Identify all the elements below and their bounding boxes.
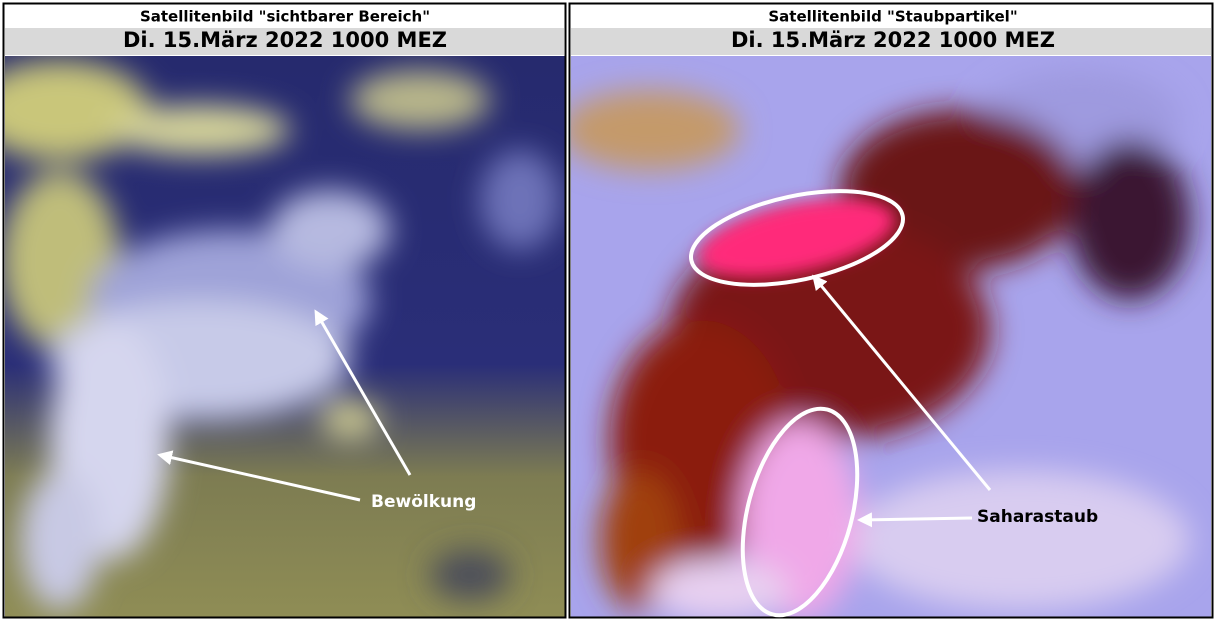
arrow <box>157 450 361 502</box>
arrow <box>857 512 973 528</box>
annotation: Saharastaub <box>977 507 1098 527</box>
arrow <box>314 309 412 476</box>
panel-subtitle: Di. 15.März 2022 1000 MEZ <box>123 28 447 52</box>
panel-subtitle: Di. 15.März 2022 1000 MEZ <box>731 28 1055 52</box>
highlight-ellipse <box>688 189 906 287</box>
dust-image <box>571 56 1211 617</box>
title-bar <box>571 5 1211 28</box>
arrow <box>812 274 992 491</box>
annotation: Bewölkung <box>371 492 476 512</box>
visible-image <box>5 56 565 617</box>
subtitle-bar <box>5 28 564 55</box>
subtitle-bar <box>571 28 1211 55</box>
highlight-ellipse <box>740 406 860 618</box>
panel-title: Satellitenbild "sichtbarer Bereich" <box>140 8 430 26</box>
panel-frame <box>568 2 1214 619</box>
panel-title: Satellitenbild "Staubpartikel" <box>768 8 1017 26</box>
title-bar <box>5 5 564 28</box>
panel-frame <box>2 2 567 619</box>
